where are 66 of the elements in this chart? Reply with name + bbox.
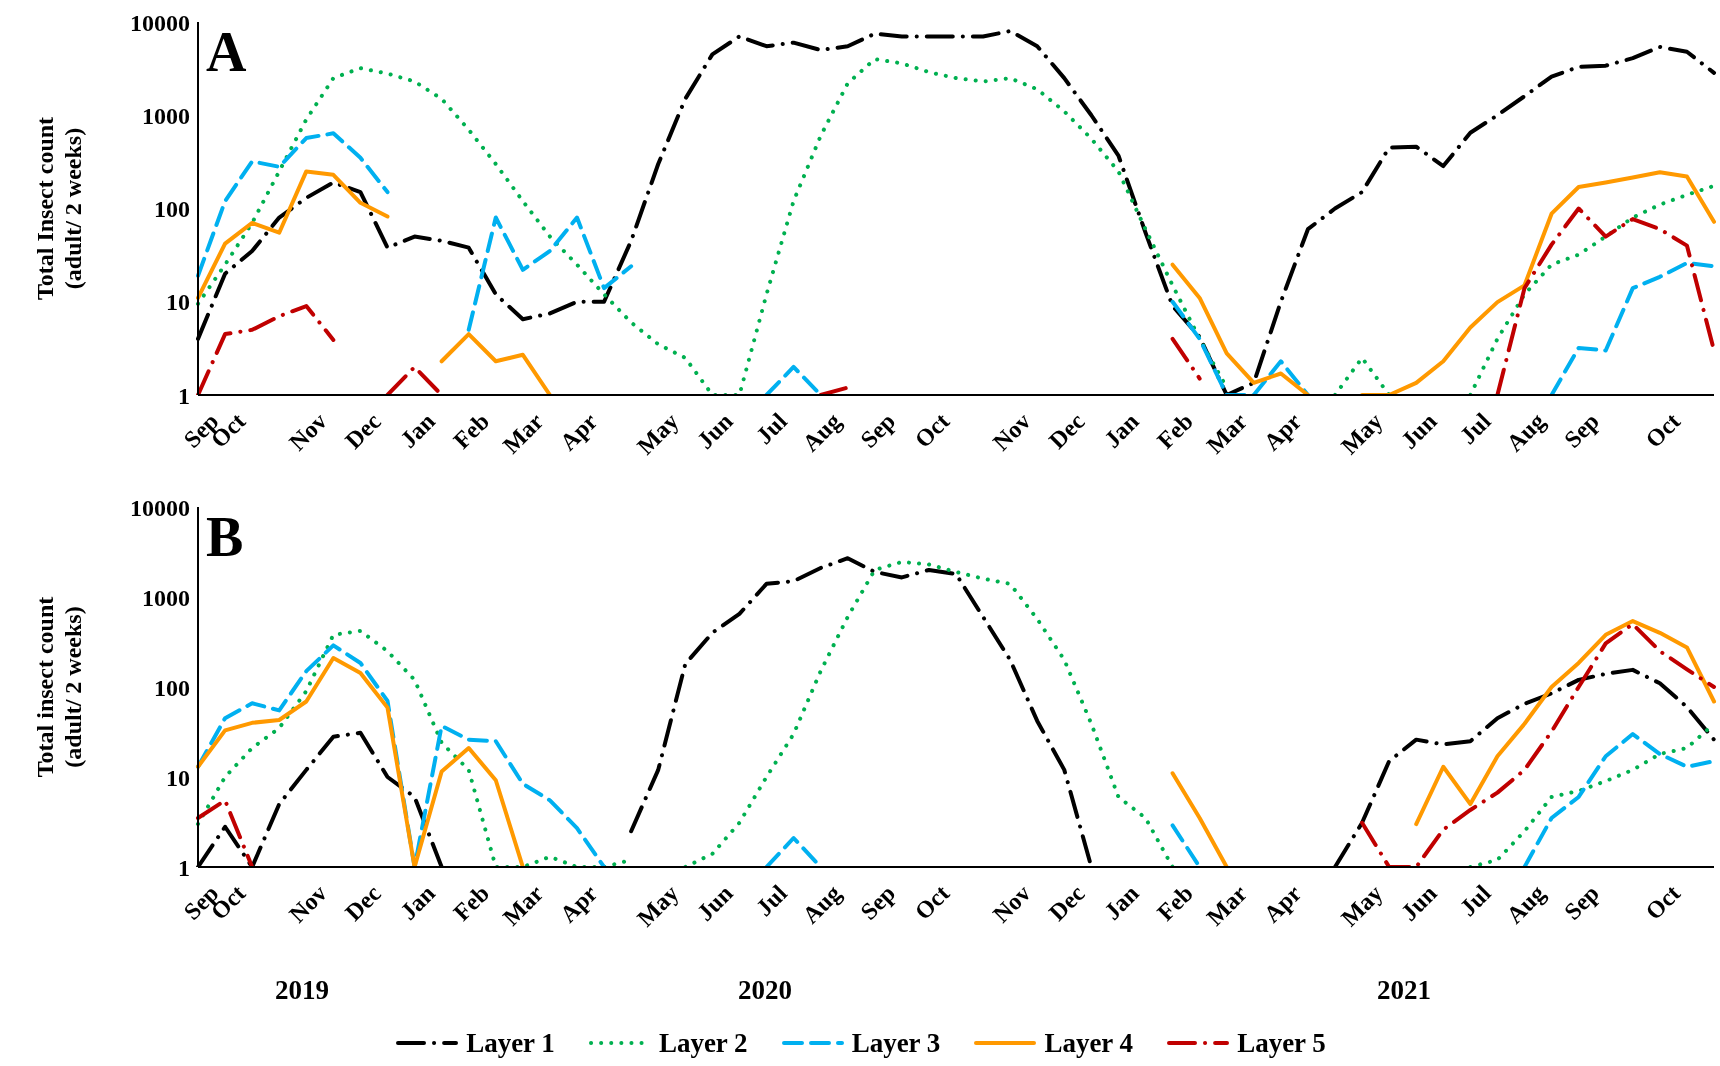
annotation: B <box>206 506 244 568</box>
legend-label: Layer 3 <box>851 1027 941 1059</box>
x-tick-label: Jun <box>1395 880 1442 926</box>
y-tick-label: 1000 <box>142 102 190 129</box>
x-tick-label: Sep <box>1559 880 1605 925</box>
x-tick-label: Nov <box>284 408 332 456</box>
x-tick-label: Nov <box>284 880 332 928</box>
x-tick-label: Nov <box>987 408 1036 456</box>
x-tick-label: Jan <box>1099 880 1144 925</box>
x-tick-label: Feb <box>1152 408 1198 454</box>
x-tick-label: Dec <box>340 407 387 454</box>
x-tick-label: Aug <box>797 880 847 929</box>
y-tick-label: 10 <box>166 289 190 316</box>
x-tick-label: Mar <box>1201 407 1253 459</box>
x-tick-label: Jul <box>1454 879 1496 922</box>
x-tick-label: Sep <box>855 408 901 453</box>
x-tick-label: Mar <box>1201 879 1253 931</box>
x-tick-label: Dec <box>340 879 387 926</box>
legend-label: Layer 5 <box>1237 1027 1326 1059</box>
legend-label: Layer 1 <box>466 1027 555 1059</box>
x-tick-label: Apr <box>554 407 603 456</box>
x-tick-label: Dec <box>1043 879 1090 926</box>
x-tick-label: Oct <box>909 880 955 925</box>
x-tick-label: Aug <box>1501 880 1550 929</box>
y-axis-title: Total insect count (adult/ 2 weeks) <box>31 596 87 778</box>
x-tick-label: Jun <box>692 880 738 926</box>
x-tick-label: Jul <box>750 407 793 450</box>
legend-label: Layer 4 <box>1044 1027 1134 1059</box>
x-tick-label: Aug <box>797 408 847 457</box>
x-tick-label: Jan <box>395 408 440 453</box>
y-tick-label: 10000 <box>130 9 190 36</box>
x-tick-label: Nov <box>987 880 1036 928</box>
legend-label: Layer 2 <box>658 1027 748 1059</box>
y-tick-label: 10000 <box>130 494 190 521</box>
x-tick-label: Oct <box>909 408 955 453</box>
x-tick-label: Apr <box>1258 407 1307 456</box>
y-tick-label: 1 <box>178 382 190 409</box>
x-tick-label: Feb <box>1152 880 1198 926</box>
x-tick-label: Feb <box>448 880 495 926</box>
x-tick-label: Dec <box>1043 407 1090 454</box>
x-tick-label: Jul <box>1454 407 1496 450</box>
y-tick-label: 100 <box>154 196 190 223</box>
x-tick-label: Oct <box>1640 880 1686 925</box>
y-tick-label: 10 <box>166 764 190 791</box>
y-tick-label: 1 <box>178 854 190 881</box>
x-tick-label: Oct <box>1640 408 1686 453</box>
x-tick-label: Mar <box>497 407 549 459</box>
y-tick-label: 1000 <box>142 584 190 611</box>
text: 2021 <box>1376 975 1432 1006</box>
text: 2020 <box>737 975 793 1006</box>
x-tick-label: Jan <box>395 880 440 925</box>
x-tick-label: Feb <box>448 408 495 454</box>
x-tick-label: Apr <box>1258 879 1307 928</box>
x-tick-label: Jul <box>750 879 793 922</box>
x-tick-label: Sep <box>855 880 901 925</box>
annotation: A <box>206 21 247 83</box>
x-tick-label: Aug <box>1501 408 1550 457</box>
y-axis-title: Total Insect count (adult/ 2 weeks) <box>31 116 87 301</box>
x-tick-label: Sep <box>1559 408 1605 453</box>
x-tick-label: Jun <box>692 408 738 454</box>
text: 2019 <box>274 975 330 1006</box>
y-tick-label: 100 <box>154 674 190 701</box>
x-tick-label: Jan <box>1099 408 1144 453</box>
x-tick-label: Apr <box>554 879 603 928</box>
x-tick-label: Mar <box>497 879 549 931</box>
x-tick-label: Jun <box>1395 408 1442 454</box>
